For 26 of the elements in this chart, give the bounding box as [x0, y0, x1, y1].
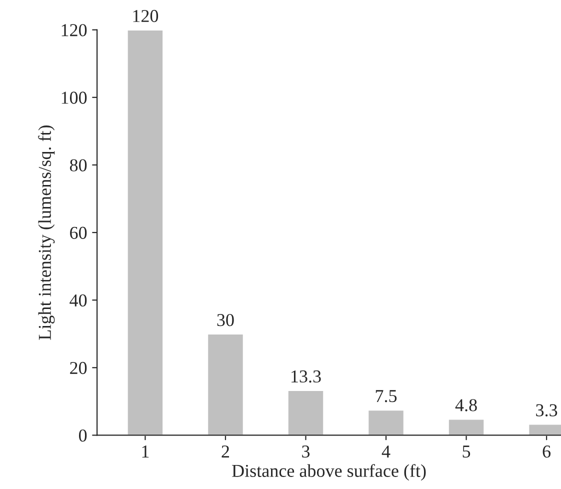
data-label: 30 — [217, 314, 234, 326]
x-tick-label: 1 — [142, 446, 149, 458]
y-tick-label: 100 — [62, 92, 87, 104]
data-label: 3.3 — [536, 404, 558, 416]
bar — [448, 418, 486, 436]
data-label: 7.5 — [376, 390, 397, 402]
data-label: 4.8 — [455, 399, 477, 412]
y-tick-label: 60 — [70, 226, 87, 239]
bar — [126, 29, 164, 436]
y-tick-label: 80 — [70, 159, 87, 172]
bar — [206, 333, 244, 436]
data-label: 13.3 — [292, 370, 321, 383]
bar — [367, 409, 405, 436]
bar — [286, 390, 325, 436]
x-tick-label: 3 — [302, 446, 310, 458]
x-axis-title: Distance above surface (ft) — [232, 464, 426, 481]
x-tick-label: 5 — [462, 446, 470, 458]
data-label: 120 — [133, 10, 158, 22]
y-axis-title: Light intensity (lumens/sq. ft) — [38, 125, 55, 340]
x-tick-label: 2 — [222, 446, 229, 458]
y-tick-label: 40 — [70, 294, 87, 307]
y-tick-label: 0 — [78, 429, 87, 442]
x-tick-label: 4 — [382, 446, 390, 458]
y-tick-label: 20 — [70, 362, 87, 374]
y-tick-label: 120 — [62, 24, 87, 36]
x-tick-label: 6 — [542, 446, 551, 458]
